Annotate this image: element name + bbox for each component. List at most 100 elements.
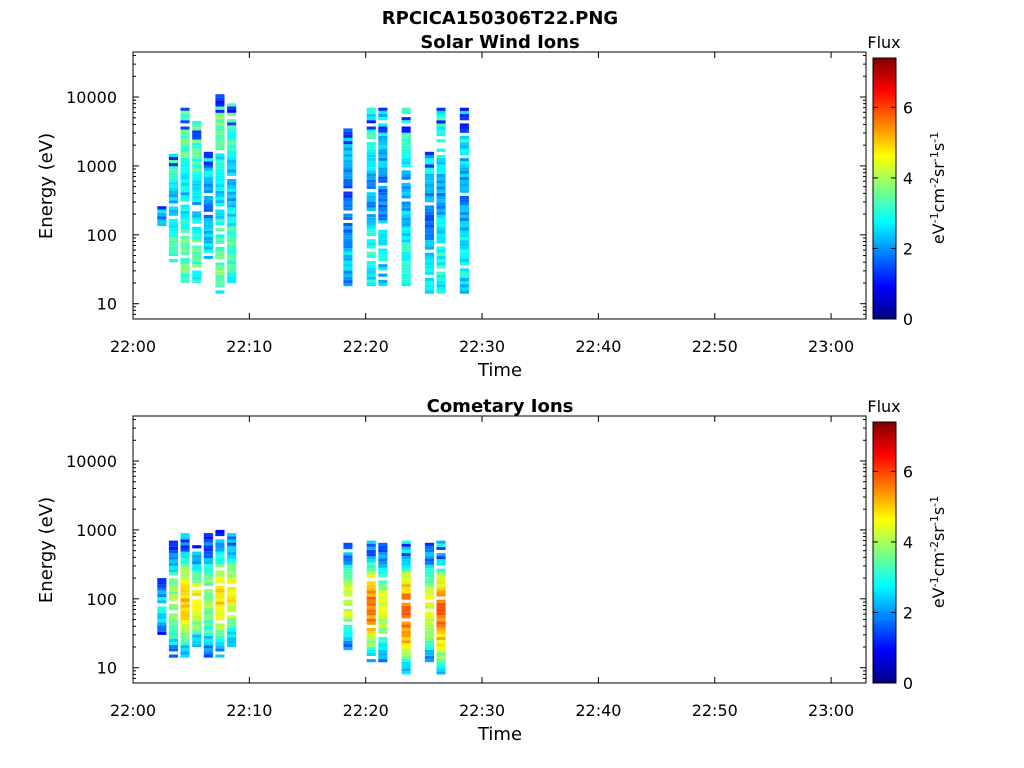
spectrogram-cell — [192, 264, 202, 268]
spectrogram-cell — [424, 590, 434, 594]
spectrogram-cell — [424, 155, 434, 159]
spectrogram-cell — [436, 587, 446, 591]
spectrogram-cell — [227, 232, 237, 236]
spectrogram-cell — [168, 212, 178, 216]
spectrogram-cell — [215, 586, 225, 590]
spectrogram-cell — [192, 261, 202, 265]
spectrogram-cell — [215, 125, 225, 129]
spectrogram-cell — [401, 658, 411, 662]
plot-frame — [132, 51, 867, 320]
spectrogram-cell — [343, 150, 353, 154]
spectrogram-cell — [378, 640, 388, 644]
spectrogram-cell — [180, 654, 190, 658]
spectrogram-cell — [215, 642, 225, 646]
spectrogram-cell — [157, 612, 167, 616]
spectrogram-cell — [192, 120, 202, 124]
spectrogram-cell — [436, 633, 446, 637]
spectrogram-cell — [459, 221, 469, 225]
spectrogram-cell — [343, 624, 353, 629]
plot-background — [133, 52, 866, 319]
spectrogram-cell — [401, 245, 411, 249]
spectrogram-cell — [424, 262, 434, 266]
spectrogram-cell — [366, 207, 376, 211]
spectrogram-cell — [401, 587, 411, 591]
spectrogram-cell — [215, 589, 225, 593]
spectrogram-cell — [366, 107, 376, 111]
spectrogram-cell — [227, 260, 237, 265]
spectrogram-cell — [215, 131, 225, 135]
spectrogram-cell — [180, 629, 190, 633]
spectrogram-cell — [436, 195, 446, 200]
spectrogram-cell — [203, 183, 213, 187]
spectrogram-cell — [459, 161, 469, 165]
spectrogram-cell — [343, 137, 353, 142]
y-tick-label: 10000 — [66, 88, 117, 107]
spectrogram-cell — [436, 287, 446, 291]
spectrogram-cell — [203, 582, 213, 586]
spectrogram-cell — [180, 267, 190, 271]
spectrogram-cell — [378, 652, 388, 656]
spectrogram-cell — [424, 583, 434, 587]
colorbar-tick-label: 0 — [903, 674, 913, 693]
spectrogram-cell — [168, 243, 178, 247]
spectrogram-cell — [436, 612, 446, 616]
spectrogram-cell — [459, 167, 469, 171]
spectrogram-cell — [180, 173, 190, 177]
spectrogram-cell — [203, 554, 213, 558]
spectrogram-cell — [366, 599, 376, 603]
spectrogram-cell — [203, 601, 213, 605]
spectrogram-cell — [192, 167, 202, 171]
spectrogram-cell — [436, 553, 446, 557]
spectrogram-cell — [436, 233, 446, 237]
spectrogram-cell — [424, 214, 434, 219]
spectrogram-cell — [366, 167, 376, 171]
spectrogram-cell — [343, 160, 353, 164]
spectrogram-cell — [343, 251, 353, 255]
spectrogram-cell — [401, 192, 411, 196]
spectrogram-cell — [401, 581, 411, 585]
spectrogram-cell — [215, 564, 225, 568]
spectrogram-cell — [192, 583, 202, 587]
spectrogram-cell — [424, 634, 434, 638]
spectrogram-cell — [401, 254, 411, 258]
spectrogram-cell — [192, 133, 202, 137]
spectrogram-cell — [168, 543, 178, 547]
spectrogram-cell — [343, 276, 353, 280]
spectrogram-cell — [436, 126, 446, 130]
spectrogram-cell — [180, 642, 190, 646]
spectrogram-cell — [168, 613, 178, 617]
spectrogram-cell — [401, 264, 411, 268]
spectrogram-cell — [192, 214, 202, 218]
spectrogram-cell — [343, 242, 353, 246]
spectrogram-cell — [180, 635, 190, 639]
spectrogram-cell — [343, 223, 353, 227]
spectrogram-cell — [227, 599, 237, 603]
spectrogram-cell — [343, 156, 353, 160]
spectrogram-cell — [227, 197, 237, 202]
spectrogram-cell — [366, 117, 376, 121]
spectrogram-cell — [436, 199, 446, 203]
spectrogram-cell — [436, 556, 446, 560]
spectrogram-cell — [459, 262, 469, 266]
spectrogram-cell — [378, 192, 388, 196]
spectrogram-cell — [227, 122, 237, 126]
spectrogram-cell — [424, 230, 434, 234]
spectrogram-cell — [436, 540, 446, 544]
spectrogram-cell — [424, 561, 434, 565]
spectrogram-cell — [227, 586, 237, 591]
spectrogram-cell — [180, 179, 190, 183]
spectrogram-cell — [436, 590, 446, 594]
spectrogram-cell — [366, 556, 376, 560]
spectrogram-cell — [168, 184, 178, 188]
spectrogram-cell — [215, 629, 225, 633]
spectrogram-cell — [180, 167, 190, 171]
y-tick-label: 10000 — [66, 452, 117, 471]
spectrogram-cell — [215, 250, 225, 254]
spectrogram-cell — [378, 157, 388, 161]
spectrogram-cell — [424, 652, 434, 656]
spectrogram-cell — [436, 624, 446, 628]
spectrogram-cell — [366, 587, 376, 591]
spectrogram-cell — [192, 158, 202, 162]
spectrogram-cell — [192, 570, 202, 574]
spectrogram-cell — [215, 278, 225, 282]
